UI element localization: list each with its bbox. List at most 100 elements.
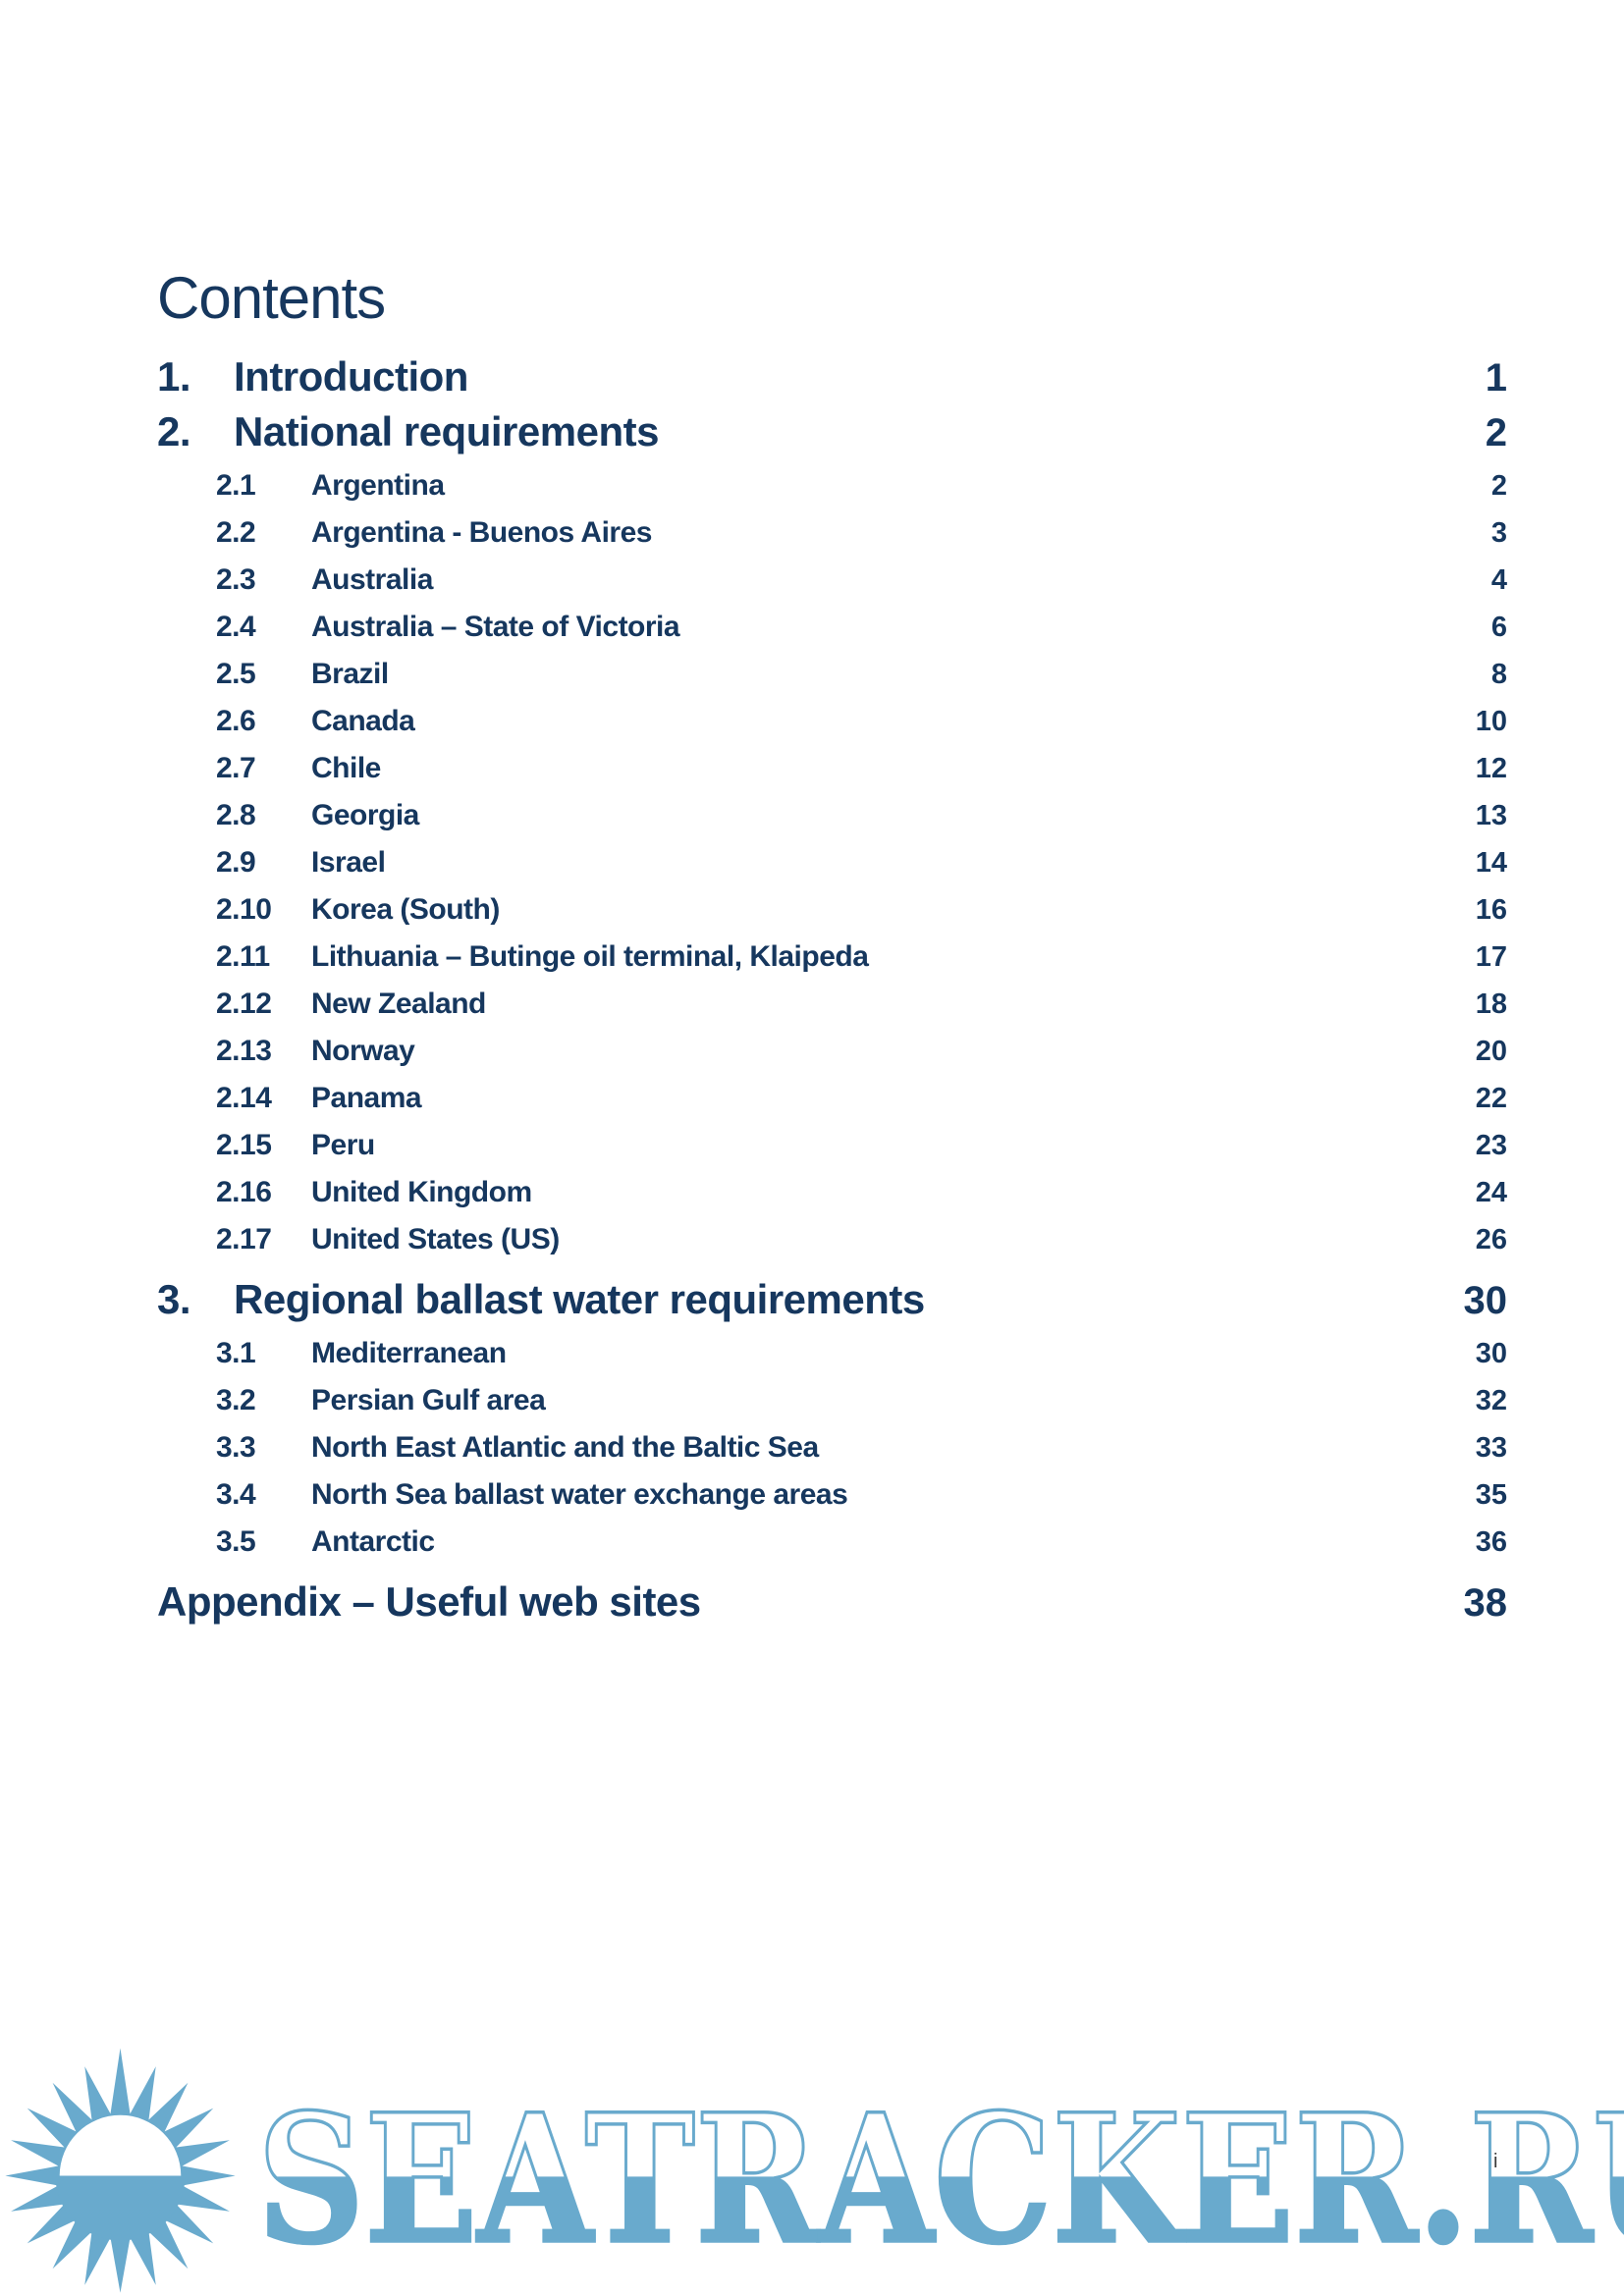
toc-entry: 2.7 Chile 12	[157, 745, 1507, 792]
toc-entry-title: Chile	[311, 752, 381, 784]
toc-entry-number: 3.3	[216, 1431, 256, 1464]
toc-entry-page: 14	[1475, 847, 1507, 879]
toc-entry-page: 8	[1490, 659, 1507, 690]
toc-entry-page: 35	[1475, 1479, 1507, 1511]
toc-entry-title: Korea (South)	[311, 893, 500, 926]
toc-entry: 3. Regional ballast water requirements 3…	[157, 1272, 1507, 1327]
toc-entry-title: Norway	[311, 1035, 415, 1067]
toc-entry: 3.4 North Sea ballast water exchange are…	[157, 1471, 1507, 1519]
toc-entry-page: 16	[1475, 894, 1507, 926]
toc-entry-title: National requirements	[234, 408, 659, 454]
toc-entry-number: 2.11	[216, 940, 270, 973]
toc-entry-title: Lithuania – Butinge oil terminal, Klaipe…	[311, 940, 869, 973]
toc-entry: 2.2 Argentina - Buenos Aires 3	[157, 509, 1507, 557]
toc-entry-number: 2.17	[216, 1223, 272, 1255]
toc-entry-page: 2	[1485, 411, 1507, 454]
toc-entry-page: 10	[1475, 706, 1507, 737]
toc-entry-page: 3	[1490, 517, 1507, 549]
toc-entry-title: Appendix – Useful web sites	[157, 1578, 701, 1625]
toc-entry-number: 3.2	[216, 1384, 256, 1416]
toc-entry: 2.14 Panama 22	[157, 1075, 1507, 1122]
toc-entry-number: 3.4	[216, 1478, 256, 1511]
toc-entry-page: 30	[1463, 1279, 1508, 1322]
toc-entry-number: 2.2	[216, 516, 256, 549]
toc-entry-number: 3.1	[216, 1337, 256, 1369]
toc-entry-number: 2.16	[216, 1176, 272, 1208]
toc-entry-number: 2.5	[216, 658, 256, 690]
toc-entry: 1. Introduction 1	[157, 349, 1507, 404]
toc-entry-page: 33	[1475, 1432, 1507, 1464]
toc-entry-number: 2.9	[216, 846, 256, 879]
watermark-text-outline-layer: SEATRACKER.RU	[256, 2076, 1624, 2283]
watermark-text-solid-layer: SEATRACKER.RU	[257, 2076, 1624, 2283]
toc-entry-page: 4	[1490, 564, 1507, 596]
toc-entry-page: 23	[1475, 1130, 1507, 1161]
toc-entry-page: 17	[1475, 941, 1507, 973]
toc-entry-number: 2.10	[216, 893, 272, 926]
toc-entry: 2. National requirements 2	[157, 404, 1507, 459]
footer-page-number: i	[1493, 2151, 1498, 2172]
toc-entry-page: 30	[1475, 1338, 1507, 1369]
toc-entry-title: United Kingdom	[311, 1176, 532, 1208]
toc-entry-page: 1	[1485, 356, 1507, 400]
toc-entry-title: United States (US)	[311, 1223, 560, 1255]
toc-entry-number: 3.	[157, 1276, 191, 1322]
toc-entry-page: 20	[1475, 1036, 1507, 1067]
toc-entry-page: 24	[1475, 1177, 1507, 1208]
toc-entry: 2.6 Canada 10	[157, 698, 1507, 745]
toc-entry: 2.16 United Kingdom 24	[157, 1169, 1507, 1216]
toc-entry-number: 2.6	[216, 705, 256, 737]
toc-entry-title: New Zealand	[311, 988, 486, 1020]
table-of-contents: 1. Introduction 1 2. National requiremen…	[157, 349, 1507, 1629]
toc-entry: Appendix – Useful web sites 38	[157, 1575, 1507, 1629]
toc-entry: 2.10 Korea (South) 16	[157, 886, 1507, 934]
toc-entry-title: Canada	[311, 705, 415, 737]
toc-entry-number: 1.	[157, 353, 191, 400]
toc-entry: 3.2 Persian Gulf area 32	[157, 1377, 1507, 1424]
toc-entry-title: Panama	[311, 1082, 422, 1114]
toc-entry-page: 38	[1463, 1581, 1508, 1625]
toc-entry-title: Peru	[311, 1129, 375, 1161]
toc-entry-number: 2.12	[216, 988, 272, 1020]
toc-entry-title: Australia – State of Victoria	[311, 611, 680, 643]
toc-entry-page: 32	[1475, 1385, 1507, 1416]
toc-entry: 2.5 Brazil 8	[157, 651, 1507, 698]
toc-entry-title: Mediterranean	[311, 1337, 507, 1369]
toc-entry: 2.3 Australia 4	[157, 557, 1507, 604]
toc-entry-number: 2.	[157, 408, 191, 454]
toc-entry-page: 2	[1490, 470, 1507, 502]
sun-over-sea-icon	[5, 2048, 236, 2293]
toc-entry-title: Argentina	[311, 469, 445, 502]
toc-entry-number: 3.5	[216, 1525, 256, 1558]
toc-entry-title: Regional ballast water requirements	[234, 1276, 925, 1322]
page-title: Contents	[157, 265, 386, 331]
toc-entry-title: Brazil	[311, 658, 389, 690]
toc-entry-title: North Sea ballast water exchange areas	[311, 1478, 848, 1511]
toc-entry-number: 2.13	[216, 1035, 272, 1067]
toc-entry-page: 6	[1490, 612, 1507, 643]
toc-entry: 2.11 Lithuania – Butinge oil terminal, K…	[157, 934, 1507, 981]
toc-entry: 2.17 United States (US) 26	[157, 1216, 1507, 1263]
toc-entry: 2.9 Israel 14	[157, 839, 1507, 886]
toc-entry-number: 2.1	[216, 469, 256, 502]
toc-entry-page: 18	[1475, 988, 1507, 1020]
toc-entry-number: 2.8	[216, 799, 256, 831]
toc-entry: 3.5 Antarctic 36	[157, 1519, 1507, 1566]
toc-entry-page: 36	[1475, 1526, 1507, 1558]
toc-entry: 2.13 Norway 20	[157, 1028, 1507, 1075]
toc-entry-page: 12	[1475, 753, 1507, 784]
toc-entry: 2.8 Georgia 13	[157, 792, 1507, 839]
toc-entry: 2.1 Argentina 2	[157, 462, 1507, 509]
toc-entry-page: 13	[1475, 800, 1507, 831]
toc-entry-page: 26	[1475, 1224, 1507, 1255]
toc-entry-title: Persian Gulf area	[311, 1384, 546, 1416]
toc-entry: 2.15 Peru 23	[157, 1122, 1507, 1169]
toc-entry: 3.3 North East Atlantic and the Baltic S…	[157, 1424, 1507, 1471]
toc-entry: 3.1 Mediterranean 30	[157, 1330, 1507, 1377]
toc-entry-title: Israel	[311, 846, 386, 879]
toc-entry: 2.12 New Zealand 18	[157, 981, 1507, 1028]
toc-entry-title: Introduction	[234, 353, 468, 400]
toc-entry-title: Antarctic	[311, 1525, 435, 1558]
toc-entry-number: 2.4	[216, 611, 256, 643]
